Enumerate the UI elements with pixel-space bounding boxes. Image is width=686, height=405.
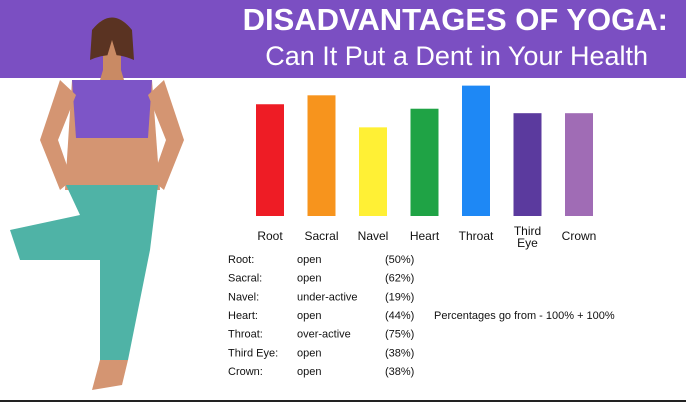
value-label: (62%)	[385, 273, 414, 285]
row-state: open	[297, 310, 321, 322]
x-tick-label: Throat	[459, 229, 494, 243]
x-tick-label: Third Eye	[514, 224, 541, 250]
row-state: open	[297, 347, 321, 359]
bar	[256, 104, 284, 216]
value-label: (19%)	[385, 291, 414, 303]
row-state: under-active	[297, 291, 358, 303]
value-label: (75%)	[385, 329, 414, 341]
row-label: Root:	[228, 254, 254, 266]
row-state: open	[297, 273, 321, 285]
x-tick-label: Navel	[358, 229, 389, 243]
value-label: (38%)	[385, 347, 414, 359]
row-label: Navel:	[228, 291, 259, 303]
row-state: over-active	[297, 329, 351, 341]
x-tick-label: Root	[257, 229, 283, 243]
value-label: (44%)	[385, 310, 414, 322]
row-label: Crown:	[228, 366, 263, 378]
bar	[359, 127, 387, 216]
bar	[513, 113, 542, 216]
row-label: Sacral:	[228, 273, 262, 285]
row-label: Third Eye:	[228, 347, 278, 359]
title: DISADVANTAGES OF YOGA:	[243, 2, 668, 37]
bar	[462, 85, 490, 216]
value-label: (38%)	[385, 366, 414, 378]
x-tick-label: Sacral	[304, 229, 338, 243]
bar	[410, 108, 439, 216]
yoga-figure	[10, 17, 184, 390]
row-state: open	[297, 366, 321, 378]
row-label: Throat:	[228, 329, 263, 341]
bar	[565, 113, 593, 216]
subtitle: Can It Put a Dent in Your Health	[265, 41, 648, 71]
x-tick-label: Heart	[410, 229, 440, 243]
bar	[307, 95, 336, 216]
row-state: open	[297, 254, 321, 266]
row-label: Heart:	[228, 310, 258, 322]
x-tick-label: Crown	[562, 229, 597, 243]
value-label: (50%)	[385, 254, 414, 266]
annotation: Percentages go from - 100% + 100%	[434, 310, 615, 322]
